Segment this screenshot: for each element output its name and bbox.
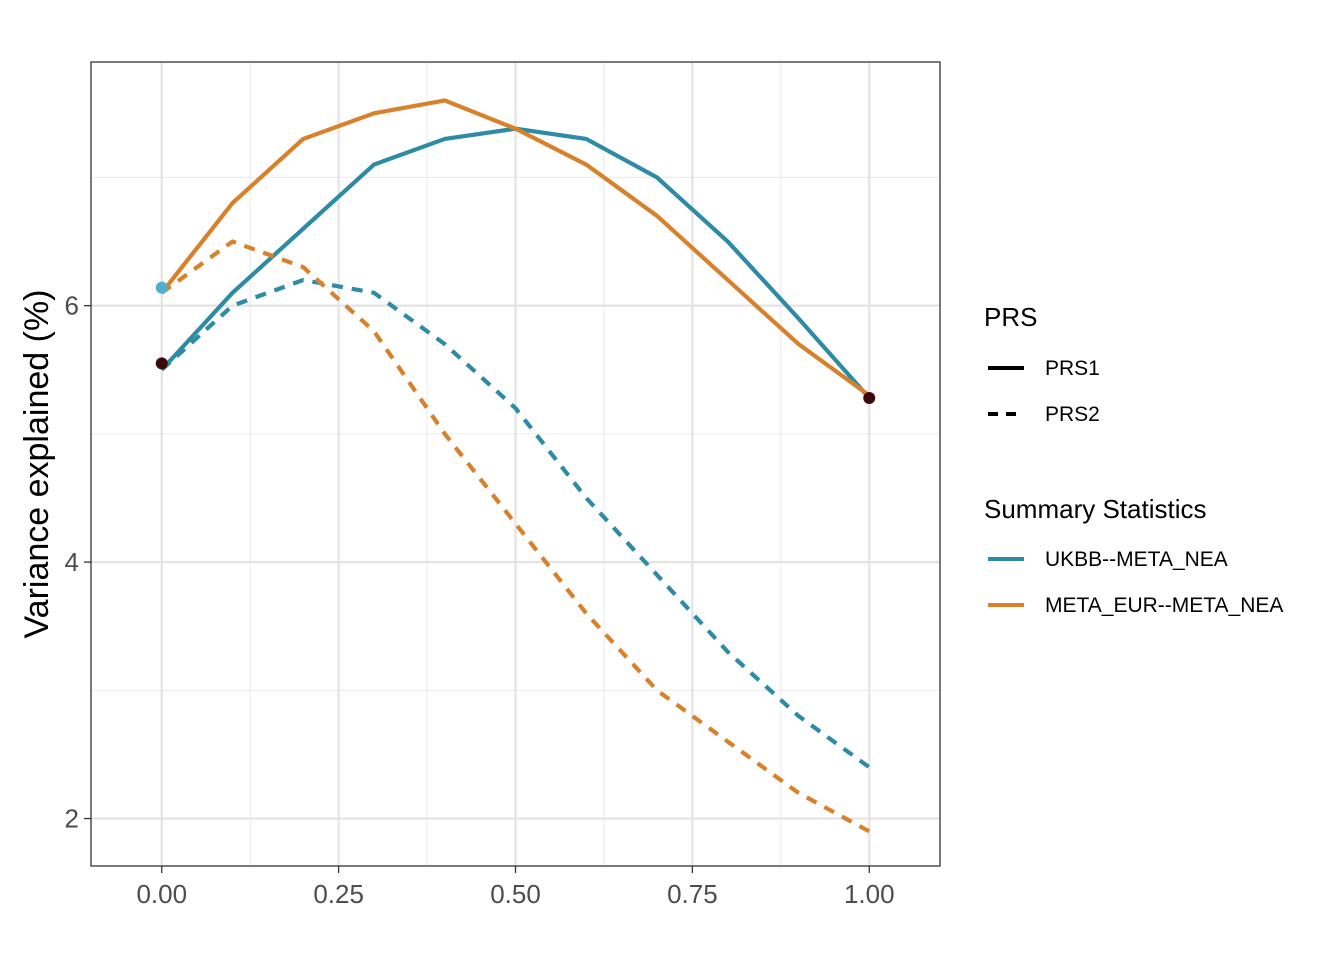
series-line-prs1-meta-eur-meta-nea bbox=[160, 98, 871, 398]
x-tick-label: 0.75 bbox=[667, 879, 718, 909]
legend-label-ukbb: UKBB--META_NEA bbox=[1045, 548, 1228, 571]
series-layer bbox=[160, 98, 871, 834]
legend: PRS PRS1 PRS2 Summary Statistics UKBB--M… bbox=[984, 302, 1283, 617]
x-tick-label: 0.00 bbox=[136, 879, 187, 909]
y-tick-label: 2 bbox=[65, 804, 79, 834]
data-point bbox=[863, 391, 876, 404]
legend-label-prs2: PRS2 bbox=[1045, 403, 1100, 426]
x-tick-label: 0.25 bbox=[313, 879, 364, 909]
points-layer bbox=[155, 281, 876, 404]
x-tick-label: 0.50 bbox=[490, 879, 541, 909]
x-axis: 0.00 0.25 0.50 0.75 1.00 bbox=[136, 866, 895, 909]
y-tick-label: 6 bbox=[65, 291, 79, 321]
y-axis: 2 4 6 bbox=[65, 291, 91, 834]
legend-label-prs1: PRS1 bbox=[1045, 357, 1100, 380]
data-point bbox=[155, 357, 168, 370]
y-tick-label: 4 bbox=[65, 547, 79, 577]
legend-title-summary-statistics: Summary Statistics bbox=[984, 494, 1207, 524]
data-point bbox=[155, 281, 168, 294]
legend-label-meta-eur: META_EUR--META_NEA bbox=[1045, 594, 1283, 617]
plot-panel bbox=[91, 62, 940, 866]
y-axis-title: Variance explained (%) bbox=[18, 290, 56, 639]
x-tick-label: 1.00 bbox=[844, 879, 895, 909]
legend-title-prs: PRS bbox=[984, 302, 1037, 332]
series-line-prs2-ukbb-meta-nea bbox=[160, 277, 871, 769]
